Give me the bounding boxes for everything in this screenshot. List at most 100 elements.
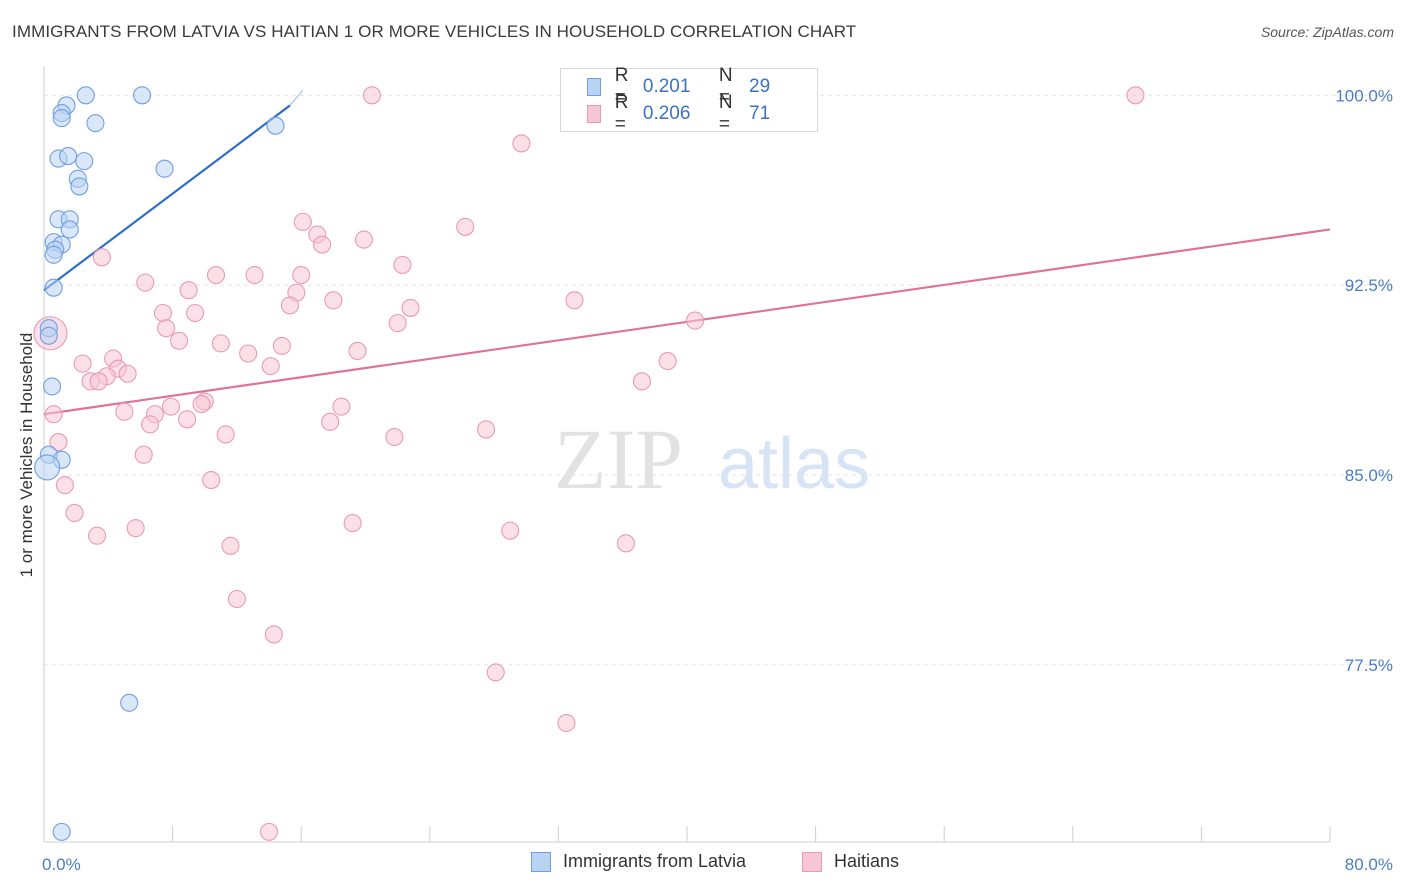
point-haitians (393, 255, 412, 274)
x-tick-label: 0.0% (42, 855, 81, 874)
point-haitians (141, 415, 160, 434)
point-haitians (1126, 86, 1145, 105)
correlation-legend: R = 0.201 N = 29 R = 0.206 N = 71 (560, 65, 818, 135)
point-haitians (65, 503, 84, 523)
point-haitians (280, 296, 299, 315)
point-latvia (76, 86, 95, 105)
point-haitians (216, 425, 235, 444)
point-latvia (133, 86, 152, 105)
watermark: ZIP atlas (554, 411, 870, 507)
legend-n-label: N = (718, 92, 733, 135)
point-latvia (60, 220, 79, 239)
source-credit: Source: ZipAtlas.com (1260, 24, 1394, 40)
y-tick-label: 85.0% (1345, 466, 1393, 485)
tick-labels: 77.5% 85.0% 92.5% 100.0% 0.0% 80.0% (42, 86, 1393, 874)
point-latvia (86, 114, 105, 133)
point-haitians (324, 291, 343, 310)
point-haitians (126, 519, 145, 538)
point-haitians (221, 536, 240, 555)
legend-r-label: R = (614, 65, 629, 108)
point-haitians (456, 217, 475, 236)
point-latvia (39, 326, 58, 345)
legend-n-value: 29 (749, 76, 771, 97)
axes (43, 66, 1331, 843)
point-latvia (52, 109, 71, 128)
point-haitians (192, 395, 211, 414)
point-latvia (34, 454, 61, 481)
point-haitians (153, 303, 173, 323)
point-haitians (632, 372, 652, 391)
point-haitians (73, 354, 92, 373)
chart-title: IMMIGRANTS FROM LATVIA VS HAITIAN 1 OR M… (12, 22, 857, 41)
point-latvia (59, 147, 78, 166)
point-haitians (206, 265, 226, 285)
point-haitians (89, 372, 108, 391)
point-haitians (293, 212, 312, 231)
trendline-latvia-extension (289, 89, 304, 106)
point-latvia (155, 159, 174, 178)
point-latvia (266, 116, 285, 135)
point-haitians (321, 412, 340, 431)
point-haitians (178, 410, 197, 429)
point-haitians (179, 281, 198, 300)
point-haitians (512, 134, 531, 153)
point-haitians (245, 265, 264, 285)
point-haitians (348, 341, 367, 361)
trendline-latvia (43, 104, 291, 292)
gridlines (44, 94, 1392, 666)
point-haitians (186, 303, 205, 323)
point-haitians (272, 336, 291, 355)
legend-r-label: R = (614, 92, 629, 135)
point-haitians (343, 514, 362, 533)
trendlines (43, 89, 1331, 416)
series-label-latvia: Immigrants from Latvia (563, 851, 747, 871)
point-haitians (401, 298, 420, 317)
point-haitians (313, 235, 332, 254)
point-haitians (685, 311, 705, 330)
point-haitians (211, 334, 230, 353)
y-tick-label: 100.0% (1335, 86, 1393, 105)
legend-swatch-haitians (587, 105, 601, 123)
series-swatch-latvia (531, 851, 551, 872)
point-haitians (227, 589, 246, 609)
x-tick-label: 80.0% (1345, 855, 1393, 874)
point-latvia (52, 822, 71, 841)
point-haitians (261, 357, 280, 376)
y-tick-label: 92.5% (1345, 276, 1393, 295)
point-haitians (264, 625, 283, 644)
point-haitians (658, 352, 677, 371)
point-latvia (44, 245, 63, 264)
point-haitians (169, 331, 189, 350)
point-haitians (486, 663, 505, 682)
point-haitians (616, 534, 635, 553)
point-haitians (292, 265, 311, 285)
legend-n-value: 71 (749, 103, 771, 124)
series-legend-haitians[interactable]: Haitians (802, 851, 899, 872)
point-latvia (42, 377, 62, 396)
data-points (33, 86, 1145, 841)
point-haitians (44, 405, 63, 424)
point-haitians (354, 230, 373, 249)
point-haitians (501, 521, 520, 540)
point-haitians (385, 427, 404, 447)
legend-n-label: N = (718, 65, 733, 108)
y-tick-label: 77.5% (1345, 656, 1393, 675)
watermark-atlas: atlas (718, 424, 870, 504)
point-latvia (70, 177, 89, 196)
series-swatch-haitians (802, 851, 822, 872)
point-haitians (92, 248, 111, 267)
point-haitians (134, 445, 153, 464)
point-haitians (136, 273, 155, 292)
legend-row-haitians: R = 0.206 N = 71 (587, 92, 817, 135)
series-legend-latvia[interactable]: Immigrants from Latvia (531, 851, 746, 872)
point-haitians (557, 713, 576, 733)
point-latvia (75, 152, 94, 171)
point-haitians (157, 319, 176, 338)
point-latvia (120, 693, 139, 712)
series-legend: Immigrants from Latvia Haitians (0, 851, 1406, 879)
point-haitians (55, 476, 74, 495)
point-haitians (388, 314, 407, 333)
point-latvia (44, 278, 63, 297)
legend-r-value: 0.206 (642, 103, 691, 124)
